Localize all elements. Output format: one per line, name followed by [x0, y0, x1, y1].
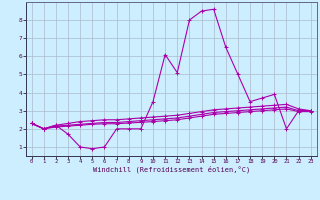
X-axis label: Windchill (Refroidissement éolien,°C): Windchill (Refroidissement éolien,°C) [92, 166, 250, 173]
